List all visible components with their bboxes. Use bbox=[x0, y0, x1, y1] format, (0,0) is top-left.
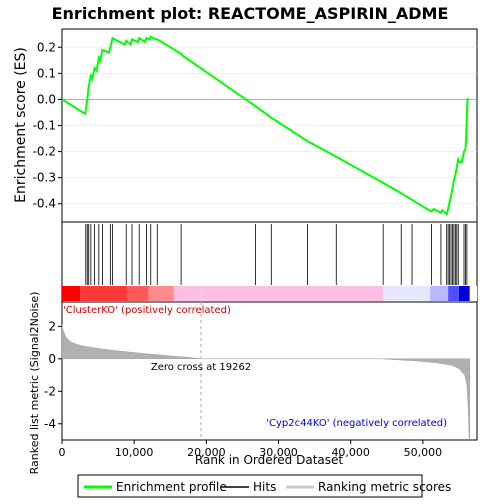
es-gridlines bbox=[62, 46, 477, 205]
chart-title: Enrichment plot: REACTOME_ASPIRIN_ADME bbox=[52, 4, 449, 23]
negative-correlation-label: 'Cyp2c44KO' (negatively correlated) bbox=[266, 418, 447, 429]
metric-x-axis-label: Rank in Ordered Dataset bbox=[195, 453, 343, 467]
metric-x-axis: 0 10,000 20,000 30,000 40,000 50,000 bbox=[59, 440, 443, 459]
rank-bar-segment bbox=[148, 286, 174, 301]
es-y-tick-label: 0.1 bbox=[37, 66, 56, 80]
es-y-tick-label: -0.4 bbox=[33, 197, 56, 211]
metric-y-tick-label: 0 bbox=[48, 352, 56, 366]
legend: Enrichment profile Hits Ranking metric s… bbox=[77, 474, 451, 498]
rank-bar-segment bbox=[80, 286, 127, 301]
rank-bar-segment bbox=[469, 286, 477, 301]
positive-correlation-label: 'ClusterKO' (positively correlated) bbox=[63, 305, 231, 316]
es-y-tick-label: 0.0 bbox=[37, 92, 56, 106]
es-y-tick-label: -0.2 bbox=[33, 145, 56, 159]
metric-x-tick-label: 20,000 bbox=[187, 446, 226, 459]
legend-enrichment-label: Enrichment profile bbox=[116, 480, 227, 494]
es-y-tick-label: 0.2 bbox=[37, 40, 56, 54]
metric-y-tick-label: 2 bbox=[48, 319, 56, 333]
hits-layer bbox=[85, 224, 468, 285]
metric-x-tick-label: 10,000 bbox=[115, 446, 154, 459]
metric-panel-frame bbox=[61, 301, 478, 441]
zero-cross-label: Zero cross at 19262 bbox=[151, 362, 251, 373]
metric-y-tick-label: -2 bbox=[44, 384, 56, 398]
rank-bar-segment bbox=[62, 286, 81, 301]
metric-x-tick-label: 40,000 bbox=[331, 446, 370, 459]
rank-bar-segment bbox=[430, 286, 449, 301]
rank-bar-segment bbox=[173, 286, 384, 301]
enrichment-profile-line bbox=[61, 35, 469, 217]
legend-hits-label: Hits bbox=[253, 480, 276, 494]
rank-bar-segment bbox=[383, 286, 431, 301]
legend-box bbox=[77, 474, 423, 498]
ranking-metric-area bbox=[61, 324, 471, 441]
metric-x-tick-label: 50,000 bbox=[404, 446, 443, 459]
metric-y-tick-label: -4 bbox=[44, 417, 56, 431]
metric-y-axis-label: Ranked list metric (Signal2Noise) bbox=[28, 292, 41, 475]
es-y-axis-label: Enrichment score (ES) bbox=[13, 47, 29, 203]
es-y-axis: 0.2 0.1 0.0 -0.1 -0.2 -0.3 -0.4 bbox=[33, 40, 62, 211]
rank-bar-segment bbox=[126, 286, 149, 301]
rank-bar-segment bbox=[458, 286, 470, 301]
metric-y-axis: 2 0 -2 -4 bbox=[44, 319, 62, 431]
es-y-tick-label: -0.1 bbox=[33, 119, 56, 133]
rank-bar-segment bbox=[448, 286, 459, 301]
es-y-tick-label: -0.3 bbox=[33, 171, 56, 185]
metric-x-tick-label: 30,000 bbox=[259, 446, 298, 459]
legend-metric-label: Ranking metric scores bbox=[318, 480, 451, 494]
rank-color-bar bbox=[62, 286, 477, 301]
enrichment-profile-layer bbox=[61, 35, 469, 217]
metric-x-tick-label: 0 bbox=[59, 446, 66, 459]
ranking-metric-layer bbox=[61, 302, 471, 441]
